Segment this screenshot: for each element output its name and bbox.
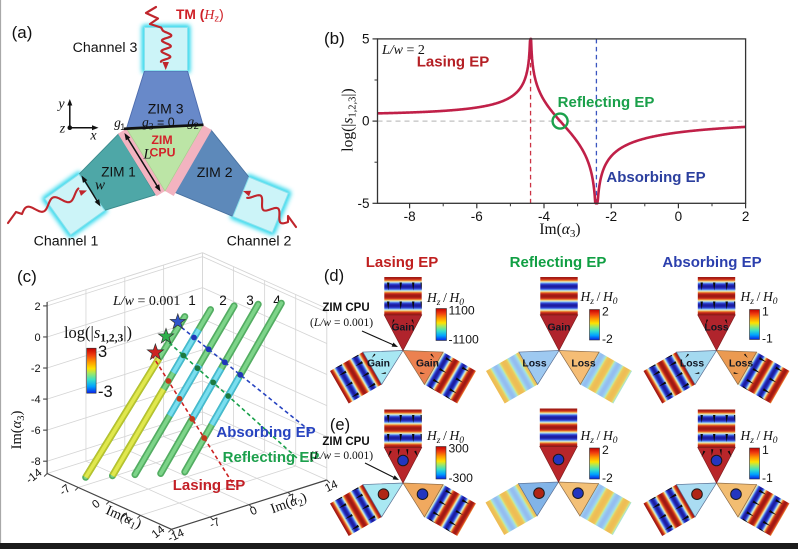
svg-text:Lasing EP: Lasing EP [417, 54, 490, 71]
svg-text:Reflecting EP: Reflecting EP [510, 254, 607, 271]
svg-text:Hz / H0: Hz / H0 [579, 289, 617, 307]
svg-text:-300: -300 [449, 471, 474, 485]
svg-text:Loss: Loss [571, 359, 595, 370]
svg-text:ZIM 1: ZIM 1 [101, 165, 136, 180]
svg-text:300: 300 [449, 442, 470, 456]
svg-text:Lasing EP: Lasing EP [366, 254, 439, 271]
svg-text:-1: -1 [762, 471, 773, 485]
svg-text:Hz / H0: Hz / H0 [579, 428, 617, 446]
svg-text:g: g [187, 114, 194, 129]
svg-text:2: 2 [602, 305, 609, 319]
svg-text:Lasing EP: Lasing EP [173, 477, 246, 494]
svg-text:5: 5 [362, 31, 370, 46]
svg-text:7: 7 [287, 492, 298, 506]
svg-text:Reflecting EP: Reflecting EP [558, 94, 655, 111]
svg-text:2: 2 [219, 293, 227, 308]
svg-text:0: 0 [248, 505, 259, 519]
svg-text:Absorbing EP: Absorbing EP [216, 424, 315, 441]
svg-text:1: 1 [188, 293, 196, 308]
svg-text:Channel 2: Channel 2 [227, 233, 292, 249]
svg-text:ZIM 2: ZIM 2 [197, 164, 233, 180]
svg-text:L/w = 0.001: L/w = 0.001 [112, 294, 180, 309]
svg-text:w: w [95, 178, 105, 194]
svg-text:0: 0 [34, 332, 40, 344]
svg-text:Absorbing EP: Absorbing EP [606, 169, 705, 186]
svg-text:Absorbing EP: Absorbing EP [662, 254, 761, 271]
svg-text:4: 4 [273, 293, 281, 308]
svg-text:2: 2 [193, 121, 198, 132]
svg-text:-4: -4 [31, 394, 41, 406]
svg-text:3: 3 [98, 343, 107, 361]
svg-text:L/w = 2: L/w = 2 [381, 43, 425, 58]
svg-text:x: x [89, 129, 97, 144]
svg-text:Loss: Loss [704, 322, 728, 333]
svg-text:Channel 1: Channel 1 [34, 234, 99, 250]
svg-text:-5: -5 [357, 196, 369, 211]
svg-text:y: y [56, 97, 65, 112]
svg-text:2: 2 [602, 443, 609, 457]
svg-text:-1: -1 [762, 332, 773, 346]
svg-text:CPU: CPU [150, 146, 176, 160]
svg-text:z: z [59, 122, 66, 137]
svg-text:Gain: Gain [367, 359, 390, 370]
svg-text:Gain: Gain [547, 322, 570, 333]
svg-text:Hz / H0: Hz / H0 [426, 290, 464, 308]
svg-text:1: 1 [762, 305, 769, 319]
svg-text:Hz / H0: Hz / H0 [739, 428, 777, 446]
svg-text:TM (Hz): TM (Hz) [176, 7, 224, 25]
svg-text:-6: -6 [471, 209, 483, 224]
svg-text:-2: -2 [605, 209, 617, 224]
svg-text:-1100: -1100 [449, 333, 479, 347]
svg-text:(L/w = 0.001): (L/w = 0.001) [310, 317, 373, 329]
svg-text:1: 1 [762, 443, 769, 457]
svg-text:-2: -2 [31, 363, 41, 375]
svg-text:0: 0 [675, 209, 683, 224]
svg-text:L: L [142, 147, 151, 163]
svg-text:1: 1 [120, 122, 125, 133]
svg-text:Channel 3: Channel 3 [73, 40, 138, 56]
svg-text:Im(α3): Im(α3) [9, 411, 27, 450]
svg-text:-6: -6 [31, 425, 41, 437]
svg-text:1100: 1100 [449, 304, 475, 318]
svg-text:-2: -2 [602, 471, 613, 485]
svg-text:2: 2 [34, 301, 40, 313]
svg-text:(L/w = 0.001): (L/w = 0.001) [310, 450, 373, 462]
svg-text:ZIM: ZIM [151, 133, 172, 147]
svg-text:-4: -4 [538, 209, 550, 224]
svg-text:(b): (b) [324, 29, 345, 48]
svg-text:14: 14 [323, 478, 340, 495]
svg-text:Loss: Loss [522, 359, 546, 370]
svg-text:0: 0 [362, 114, 370, 129]
svg-text:-3: -3 [98, 383, 113, 401]
svg-text:2: 2 [742, 209, 750, 224]
svg-text:(a): (a) [12, 23, 33, 42]
svg-text:ZIM CPU: ZIM CPU [322, 302, 369, 314]
svg-text:-7: -7 [208, 516, 222, 531]
svg-text:-2: -2 [602, 332, 613, 346]
svg-text:Hz / H0: Hz / H0 [426, 428, 464, 446]
svg-text:-8: -8 [31, 456, 41, 468]
svg-text:3: 3 [246, 293, 254, 308]
svg-text:(e): (e) [330, 416, 350, 434]
svg-text:ZIM 3: ZIM 3 [148, 100, 184, 116]
svg-text:ZIM CPU: ZIM CPU [322, 436, 369, 448]
svg-text:Gain: Gain [391, 322, 414, 333]
svg-text:(d): (d) [324, 267, 344, 285]
svg-text:Reflecting EP: Reflecting EP [223, 449, 320, 466]
svg-text:Loss: Loss [680, 359, 704, 370]
svg-text:g: g [114, 115, 121, 130]
svg-text:Hz / H0: Hz / H0 [739, 289, 777, 307]
svg-text:(c): (c) [17, 267, 37, 286]
svg-text:-8: -8 [404, 209, 416, 224]
svg-text:Gain: Gain [416, 359, 439, 370]
svg-text:Loss: Loss [729, 359, 753, 370]
